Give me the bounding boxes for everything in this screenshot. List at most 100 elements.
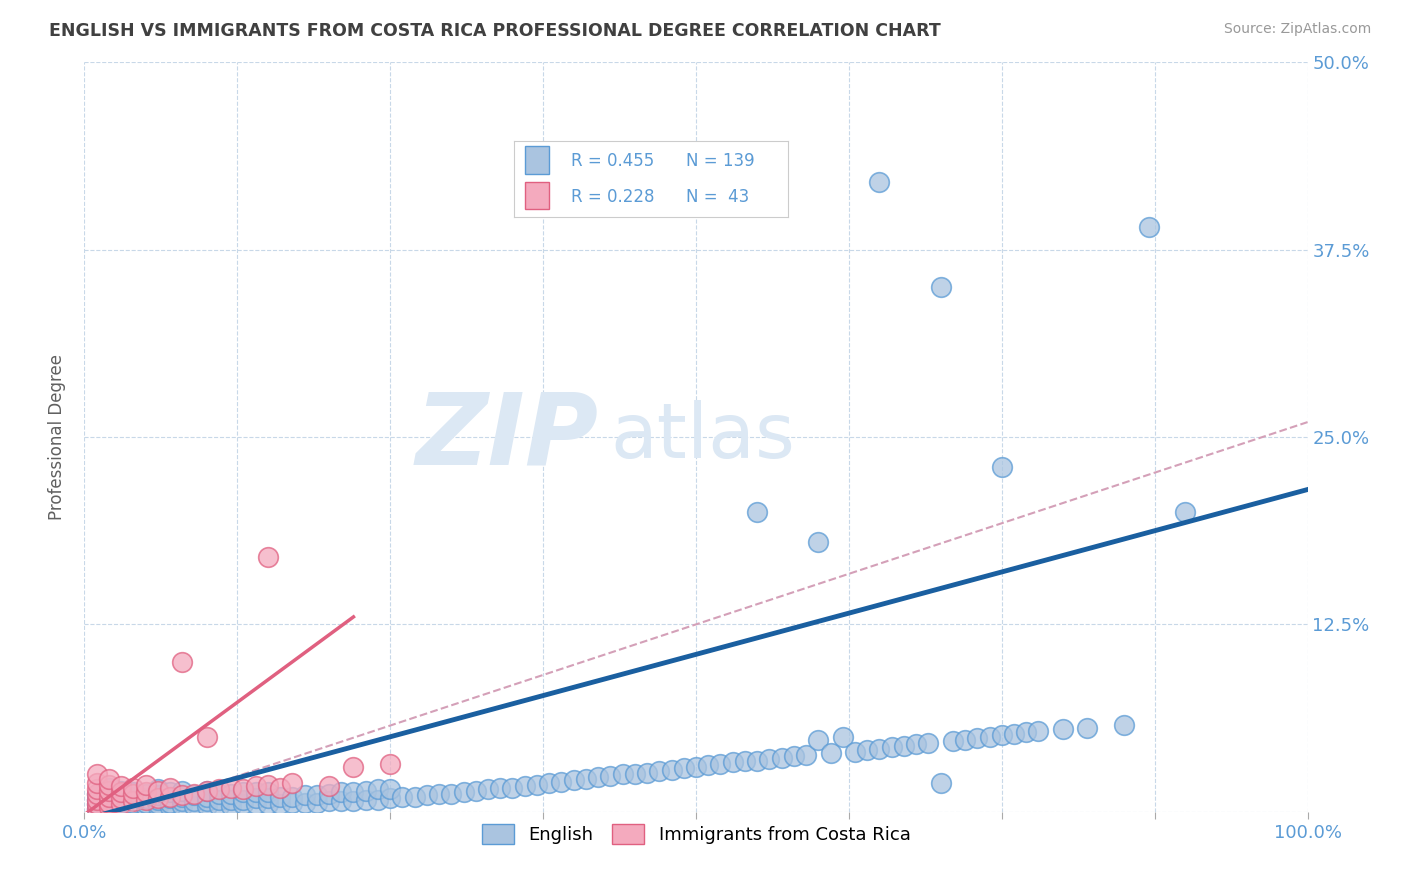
Point <box>269 789 291 804</box>
Point <box>110 791 132 805</box>
Point <box>734 754 756 768</box>
Point <box>305 796 328 810</box>
Point <box>86 797 108 812</box>
Point <box>869 741 891 756</box>
Text: R = 0.455: R = 0.455 <box>571 152 654 169</box>
Point <box>245 791 267 805</box>
Point <box>612 767 634 781</box>
Point <box>110 783 132 797</box>
Point <box>257 785 280 799</box>
Point <box>146 782 169 797</box>
Point <box>929 280 952 294</box>
Point <box>281 776 304 790</box>
Point <box>122 780 145 795</box>
Point <box>342 794 364 808</box>
Point <box>122 785 145 799</box>
Point <box>97 780 120 795</box>
Text: ZIP: ZIP <box>415 389 598 485</box>
Point <box>648 764 671 779</box>
Text: R = 0.228: R = 0.228 <box>571 188 655 206</box>
Point <box>869 175 891 189</box>
Point <box>513 779 536 793</box>
Point <box>281 789 304 804</box>
Point <box>489 780 512 795</box>
Point <box>330 785 353 799</box>
Point <box>135 787 157 801</box>
Point <box>159 780 181 795</box>
Point <box>269 780 291 795</box>
Point <box>453 785 475 799</box>
Point <box>318 779 340 793</box>
Point <box>86 787 108 801</box>
Y-axis label: Professional Degree: Professional Degree <box>48 354 66 520</box>
Point <box>1114 718 1136 732</box>
Point <box>929 776 952 790</box>
Point <box>86 802 108 816</box>
Point <box>367 782 389 797</box>
Bar <box>524 182 550 210</box>
Point <box>672 761 695 775</box>
Point <box>159 791 181 805</box>
Point <box>257 797 280 812</box>
Point <box>367 793 389 807</box>
Point <box>97 800 120 814</box>
Point <box>172 789 194 804</box>
Point <box>245 779 267 793</box>
Point <box>86 776 108 790</box>
Point <box>208 787 231 801</box>
Point <box>893 739 915 753</box>
Point <box>844 745 866 759</box>
Point <box>86 802 108 816</box>
Point <box>294 796 316 810</box>
Point <box>575 772 598 786</box>
Point <box>195 794 218 808</box>
Text: atlas: atlas <box>610 401 796 474</box>
Point <box>380 791 402 805</box>
Point <box>269 797 291 812</box>
Point <box>464 783 486 797</box>
Point <box>183 789 205 803</box>
Point <box>183 798 205 813</box>
Point <box>172 794 194 808</box>
Point <box>342 785 364 799</box>
Point <box>404 789 426 804</box>
Point <box>208 798 231 813</box>
Point <box>122 787 145 801</box>
Point <box>770 751 793 765</box>
Point <box>172 789 194 803</box>
Point <box>586 770 609 784</box>
Point <box>135 785 157 799</box>
Point <box>97 787 120 801</box>
Point <box>624 767 647 781</box>
Point <box>195 789 218 804</box>
Point <box>991 460 1014 475</box>
Point <box>747 754 769 768</box>
Point <box>917 736 939 750</box>
Point <box>880 740 903 755</box>
Point <box>219 793 242 807</box>
Point <box>294 789 316 803</box>
Point <box>172 655 194 669</box>
Point <box>110 789 132 804</box>
Point <box>991 728 1014 742</box>
Text: Source: ZipAtlas.com: Source: ZipAtlas.com <box>1223 22 1371 37</box>
Point <box>146 793 169 807</box>
Point <box>146 800 169 814</box>
Point <box>97 783 120 797</box>
Point <box>966 731 988 746</box>
Point <box>86 793 108 807</box>
Point <box>354 793 377 807</box>
Point <box>721 756 744 770</box>
Point <box>122 794 145 808</box>
Point <box>636 765 658 780</box>
Point <box>122 800 145 814</box>
Point <box>97 797 120 812</box>
Point <box>599 769 621 783</box>
Point <box>146 791 169 805</box>
Point <box>538 776 561 790</box>
Point <box>856 743 879 757</box>
Text: ENGLISH VS IMMIGRANTS FROM COSTA RICA PROFESSIONAL DEGREE CORRELATION CHART: ENGLISH VS IMMIGRANTS FROM COSTA RICA PR… <box>49 22 941 40</box>
Point <box>245 797 267 812</box>
Point <box>342 760 364 774</box>
Point <box>807 535 830 549</box>
